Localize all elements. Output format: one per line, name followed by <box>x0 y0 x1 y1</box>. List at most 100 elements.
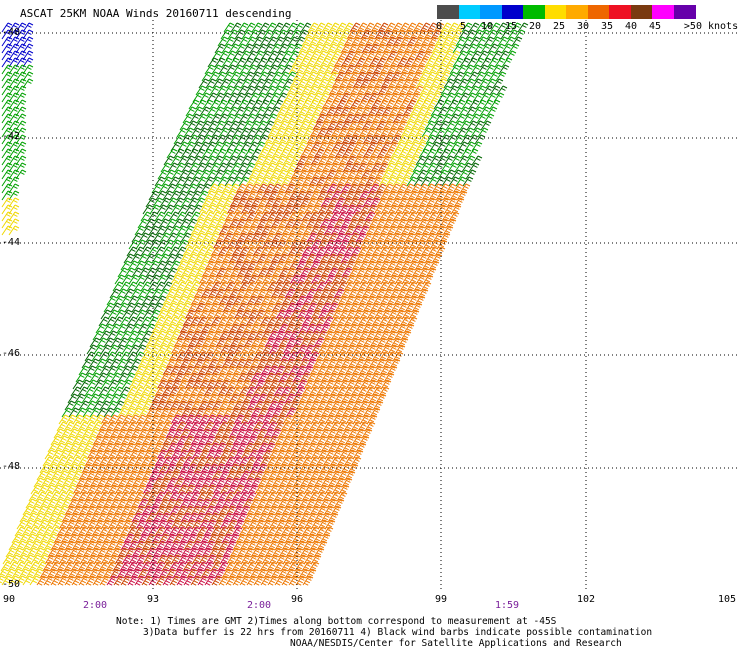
wind-barb <box>50 575 62 586</box>
wind-barb <box>400 50 412 61</box>
wind-barb <box>280 36 292 47</box>
wind-barb <box>341 148 353 159</box>
wind-barb <box>485 78 497 89</box>
wind-barb <box>168 351 180 362</box>
wind-barb <box>112 421 124 432</box>
wind-barb <box>179 463 191 474</box>
wind-barb <box>396 288 408 299</box>
wind-barb <box>151 463 163 474</box>
wind-barb <box>447 99 459 110</box>
wind-barb <box>257 148 269 159</box>
wind-barb <box>348 134 360 145</box>
wind-barb <box>123 568 135 579</box>
wind-barb <box>169 470 181 481</box>
wind-barb <box>89 547 101 558</box>
wind-barb <box>203 176 215 187</box>
wind-barb <box>314 22 326 33</box>
wind-barb <box>257 267 269 278</box>
wind-barb <box>372 260 384 271</box>
wind-barb <box>358 50 370 61</box>
wind-barb <box>163 449 175 460</box>
wind-barb <box>58 414 70 425</box>
wind-barb <box>285 512 297 523</box>
wind-barb <box>334 267 346 278</box>
lat-label-48: -48 <box>2 461 21 472</box>
wind-barb <box>172 393 184 404</box>
wind-barb <box>357 386 369 397</box>
wind-barb <box>386 190 398 201</box>
wind-barb <box>420 246 432 257</box>
wind-barb <box>350 316 362 327</box>
wind-barb <box>382 183 394 194</box>
map-title: ASCAT 25KM NOAA Winds 20160711 descendin… <box>20 7 292 20</box>
wind-barb <box>182 526 194 537</box>
wind-barb <box>14 561 26 572</box>
wind-barb <box>232 64 244 75</box>
wind-barb <box>317 484 329 495</box>
wind-barb <box>293 162 305 173</box>
wind-barb <box>214 57 226 68</box>
wind-barb <box>236 442 248 453</box>
wind-barb <box>176 190 188 201</box>
wind-barb <box>352 274 364 285</box>
wind-barb <box>416 29 428 40</box>
wind-barb <box>348 372 360 383</box>
wind-barb <box>379 190 391 201</box>
wind-barb <box>334 477 346 488</box>
wind-barb <box>154 176 166 187</box>
wind-barb <box>361 323 373 334</box>
wind-barb <box>270 568 282 579</box>
wind-barb <box>251 85 263 96</box>
wind-barb <box>440 99 452 110</box>
wind-barb <box>217 211 229 222</box>
pass-time-label: 1:59 <box>494 600 520 611</box>
wind-barb <box>230 99 242 110</box>
wind-barb <box>126 561 138 572</box>
wind-barb <box>54 442 66 453</box>
wind-barb <box>54 477 66 488</box>
wind-barb <box>32 533 44 544</box>
wind-barb <box>381 169 393 180</box>
wind-barb <box>391 162 403 173</box>
wind-barb <box>405 85 417 96</box>
wind-barb <box>242 358 254 369</box>
wind-barb <box>331 414 343 425</box>
wind-barb <box>300 162 312 173</box>
wind-barb <box>275 239 287 250</box>
wind-barb <box>65 484 77 495</box>
wind-barb <box>511 36 523 47</box>
wind-barb <box>430 169 442 180</box>
wind-barb <box>229 148 241 159</box>
wind-barb <box>438 120 450 131</box>
wind-barb <box>280 176 292 187</box>
wind-barb <box>250 407 262 418</box>
wind-barb <box>294 526 306 537</box>
wind-barb <box>330 505 342 516</box>
wind-barb <box>278 197 290 208</box>
wind-barb <box>452 57 464 68</box>
wind-barb <box>414 295 426 306</box>
wind-barb <box>185 106 197 117</box>
wind-barb <box>173 372 185 383</box>
wind-barb <box>209 162 221 173</box>
wind-barb <box>446 71 458 82</box>
wind-barb <box>362 134 374 145</box>
wind-barb <box>119 561 131 572</box>
wind-barb <box>235 393 247 404</box>
wind-barb <box>149 344 161 355</box>
wind-barb <box>106 470 118 481</box>
wind-barb <box>310 344 322 355</box>
wind-barb <box>233 78 245 89</box>
wind-barb <box>437 169 449 180</box>
wind-barb <box>456 127 468 138</box>
wind-barb <box>159 442 171 453</box>
wind-barb <box>334 197 346 208</box>
wind-barb <box>228 288 240 299</box>
wind-barb <box>141 435 153 446</box>
wind-barb <box>262 92 274 103</box>
wind-barb <box>315 113 327 124</box>
wind-barb <box>224 526 236 537</box>
wind-barb <box>437 106 449 117</box>
wind-barb <box>346 92 358 103</box>
wind-barb <box>236 512 248 523</box>
